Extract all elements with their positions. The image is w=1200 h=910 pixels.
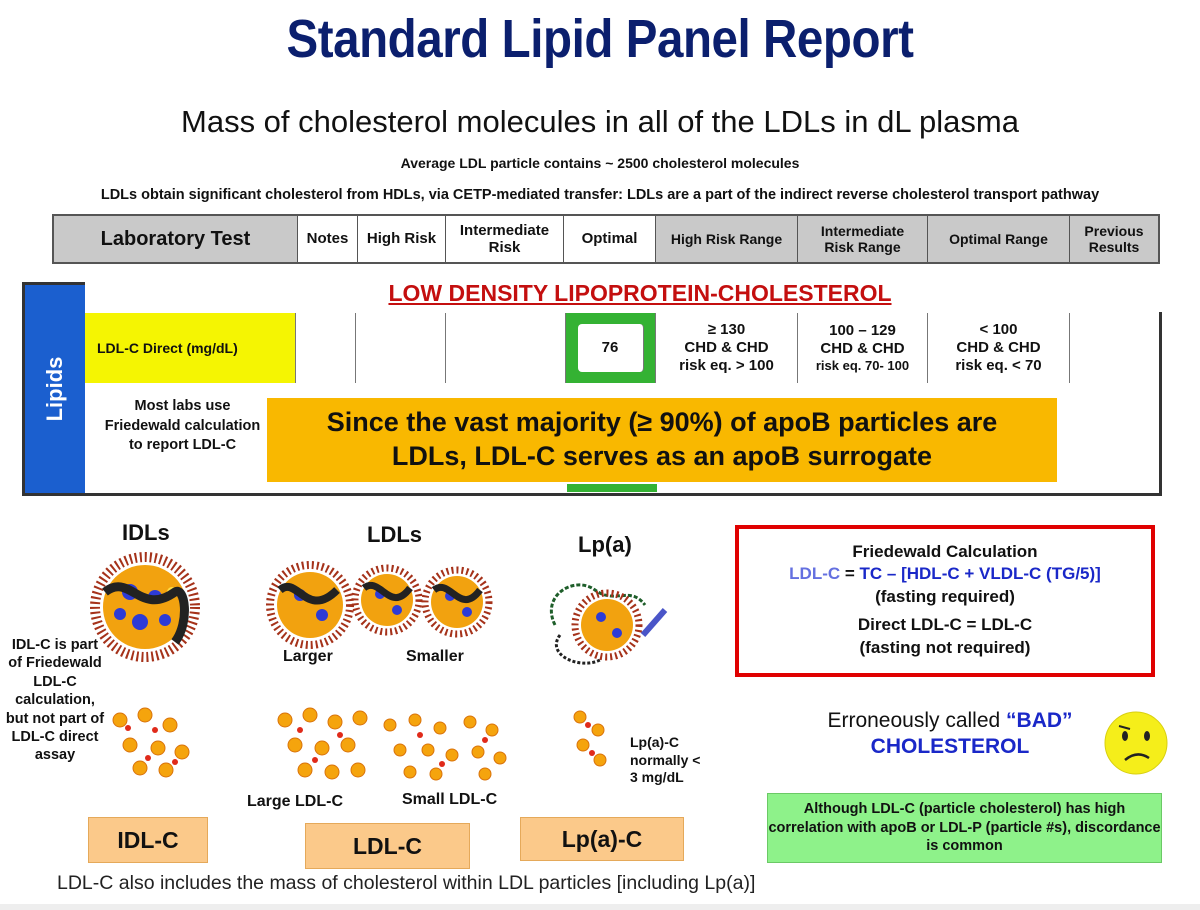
header-previous-l2: Results: [1088, 239, 1140, 255]
ldl-c-tag: LDL-C: [305, 823, 470, 869]
ldl-cholesterol-cluster: [277, 707, 507, 781]
ldl-medium-particle-icon: [351, 564, 423, 636]
friedewald-calculation-box: Friedewald Calculation LDL-C = TC – [HDL…: [735, 525, 1155, 677]
ldl-result-value: 76: [577, 324, 644, 372]
cell-notes: [296, 313, 356, 383]
idl-c-note: IDL-C is part of Friedewald LDL-C calcul…: [5, 637, 105, 764]
cholesterol-molecules-icon: [277, 707, 507, 781]
header-int-range-l2: Risk Range: [824, 239, 901, 255]
test-name-ldl-c-direct: LDL-C Direct (mg/dL): [85, 313, 296, 383]
page-title: Standard Lipid Panel Report: [286, 9, 914, 69]
page-subtitle: Mass of cholesterol molecules in all of …: [181, 104, 1019, 139]
friedewald-labs-note: Most labs use Friedewald calculation to …: [104, 398, 261, 454]
ldl-section-title: LOW DENSITY LIPOPROTEIN-CHOLESTEROL: [85, 278, 1195, 312]
header-optimal-range: Optimal Range: [928, 216, 1070, 262]
lipids-label-text: Lipids: [42, 356, 67, 422]
optimal-column-strip: [567, 484, 657, 492]
idl-cholesterol-cluster: [112, 707, 190, 778]
cell-high-risk: [356, 313, 446, 383]
header-intermediate-risk-l1: Intermediate: [459, 221, 550, 239]
cell-intermediate-risk: [446, 313, 566, 383]
idl-particle-icon: [90, 552, 200, 662]
lpa-label: Lp(a): [578, 532, 632, 557]
ldl-particles-illustration: [266, 561, 493, 649]
cell-previous-results: [1070, 313, 1158, 383]
large-ldl-c-label: Large LDL-C: [247, 793, 343, 810]
formula-lhs: LDL-C: [789, 564, 841, 584]
header-previous-results: Previous Results: [1070, 216, 1158, 262]
int-range-l3: risk eq. 70- 100: [815, 358, 910, 374]
lpa-c-tag: Lp(a)-C: [520, 817, 684, 861]
lpa-cholesterol-cluster: [573, 710, 607, 767]
ldls-label: LDLs: [367, 522, 422, 547]
lpa-particle-illustration: [549, 583, 668, 665]
ldl-direct-row: LDL-C Direct (mg/dL) 76 ≥ 130 CHD & CHD …: [85, 313, 1158, 383]
header-notes: Notes: [298, 216, 358, 262]
high-range-l3: risk eq. > 100: [679, 357, 774, 374]
header-int-range-l1: Intermediate: [820, 222, 905, 239]
friedewald-formula: LDL-C = TC – [HDL-C + VLDL-C (TG/5)]: [739, 563, 1151, 585]
cell-optimal-range: < 100 CHD & CHD risk eq. < 70: [928, 313, 1070, 383]
header-lab-test: Laboratory Test: [54, 216, 298, 262]
bottom-bar: [0, 904, 1200, 910]
high-range-l1: ≥ 130: [707, 321, 746, 338]
cell-high-risk-range: ≥ 130 CHD & CHD risk eq. > 100: [656, 313, 798, 383]
callout-line-1: Since the vast majority (≥ 90%) of apoB …: [326, 407, 998, 438]
ldl-large-particle-icon: [266, 561, 354, 649]
lipids-side-label: Lipids: [25, 285, 85, 493]
bad-word: CHOLESTEROL: [870, 735, 1030, 759]
bad-quoted: “BAD”: [1006, 709, 1073, 732]
int-range-l2: CHD & CHD: [820, 340, 905, 358]
header-optimal: Optimal: [564, 216, 656, 262]
header-intermediate-risk-range: Intermediate Risk Range: [798, 216, 928, 262]
smaller-label: Smaller: [406, 648, 464, 665]
bad-cholesterol-note: Erroneously called “BAD” CHOLESTEROL: [790, 708, 1110, 761]
cell-optimal: 76: [566, 313, 656, 383]
opt-range-l3: risk eq. < 70: [955, 357, 1042, 374]
idl-particle-illustration: [90, 552, 200, 662]
callout-text: Since the vast majority (≥ 90%) of apoB …: [327, 406, 998, 474]
fasting-required: (fasting required): [875, 586, 1015, 606]
friedewald-heading: Friedewald Calculation: [852, 542, 1038, 561]
direct-ldl-c: Direct LDL-C = LDL-C: [857, 615, 1033, 635]
header-high-risk-range: High Risk Range: [656, 216, 798, 262]
header-high-risk: High Risk: [358, 216, 446, 262]
cholesterol-molecules-icon: [573, 710, 607, 767]
fasting-not-required: (fasting not required): [859, 637, 1031, 657]
small-ldl-c-label: Small LDL-C: [402, 791, 498, 808]
sad-face-icon: [1104, 711, 1168, 775]
discordance-note: Although LDL-C (particle cholesterol) ha…: [767, 793, 1162, 863]
int-range-l1: 100 – 129: [829, 322, 896, 340]
high-range-l2: CHD & CHD: [684, 339, 769, 356]
header-intermediate-risk-l2: Risk: [488, 239, 521, 256]
header-previous-l1: Previous: [1084, 222, 1144, 239]
opt-range-l1: < 100: [979, 321, 1018, 338]
header-intermediate-risk: Intermediate Risk: [446, 216, 564, 262]
bad-prefix: Erroneously called: [827, 709, 1007, 732]
callout-line-2: LDLs, LDL-C serves as an apoB surrogate: [391, 441, 933, 471]
lpa-particle-icon: [549, 583, 668, 665]
idls-label: IDLs: [122, 520, 170, 545]
ldl-small-particle-icon: [421, 566, 493, 638]
idl-c-tag: IDL-C: [88, 817, 208, 863]
footer-note: LDL-C also includes the mass of choleste…: [57, 872, 756, 894]
cholesterol-molecules-icon: [112, 707, 190, 778]
bad-line-1: Erroneously called “BAD”: [790, 708, 1110, 734]
note-cetp-transfer: LDLs obtain significant cholesterol from…: [100, 187, 1100, 203]
lpa-c-note: Lp(a)-C normally < 3 mg/dL: [630, 734, 701, 785]
apob-surrogate-callout: Since the vast majority (≥ 90%) of apoB …: [267, 398, 1057, 482]
cell-intermediate-risk-range: 100 – 129 CHD & CHD risk eq. 70- 100: [798, 313, 928, 383]
opt-range-l2: CHD & CHD: [956, 339, 1041, 356]
note-average-cholesterol: Average LDL particle contains ~ 2500 cho…: [400, 155, 800, 171]
results-table-header: Laboratory Test Notes High Risk Intermed…: [52, 214, 1160, 264]
formula-rhs: TC – [HDL-C + VLDL-C (TG/5)]: [859, 564, 1101, 584]
larger-label: Larger: [283, 648, 333, 665]
formula-equals: =: [840, 564, 860, 584]
